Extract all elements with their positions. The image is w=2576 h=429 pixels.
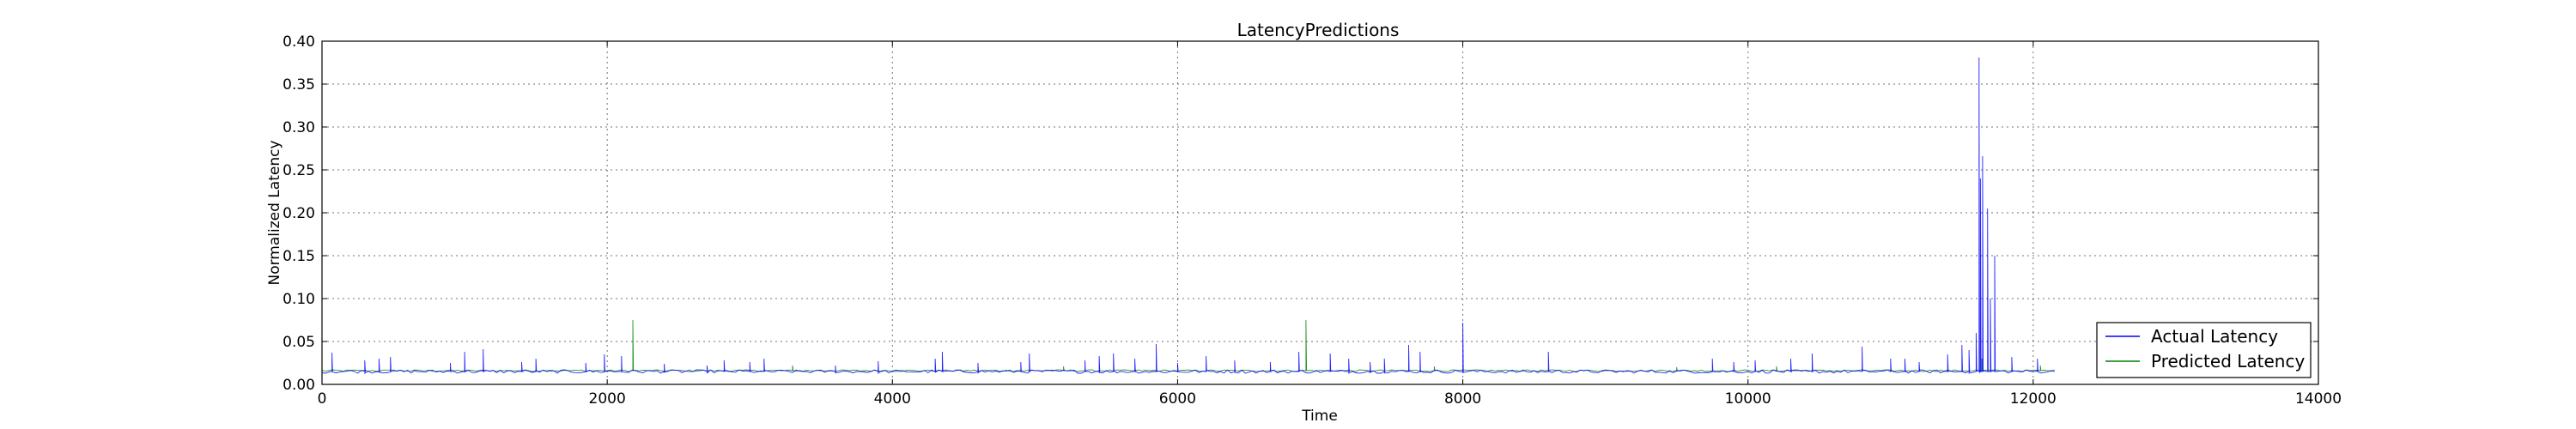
x-tick-label: 12000 [2010, 390, 2057, 408]
x-tick-label: 4000 [874, 390, 911, 408]
y-tick-label: 0.40 [283, 33, 315, 51]
y-tick-label: 0.20 [283, 205, 315, 222]
y-tick-label: 0.10 [283, 291, 315, 308]
axes: 0 2000 4000 6000 8000 10000 12000 14000 0.00 0.05… [283, 33, 2342, 408]
y-tick-label: 0.00 [283, 377, 315, 394]
chart-title: LatencyPredictions [1237, 20, 1400, 40]
y-tick-label: 0.35 [283, 76, 315, 94]
x-axis-label: Time [1301, 408, 1338, 425]
x-tick-label: 10000 [1725, 390, 1771, 408]
x-tick-label: 14000 [2295, 390, 2342, 408]
y-tick-label: 0.30 [283, 119, 315, 136]
series-line-actual-latency [321, 57, 2055, 374]
y-tick-label: 0.05 [283, 334, 315, 351]
x-tick-label: 0 [318, 390, 327, 408]
legend-label-predicted: Predicted Latency [2151, 351, 2305, 372]
x-tick-label: 2000 [589, 390, 626, 408]
legend: Actual Latency Predicted Latency [2096, 322, 2312, 378]
y-axis-label: Normalized Latency [266, 140, 283, 285]
legend-box [2096, 322, 2312, 378]
series-lines [321, 57, 2055, 374]
x-tick-label: 6000 [1159, 390, 1196, 408]
legend-label-actual: Actual Latency [2151, 326, 2278, 347]
x-tick-label: 8000 [1444, 390, 1481, 408]
y-tick-label: 0.25 [283, 162, 315, 179]
y-tick-label: 0.15 [283, 248, 315, 265]
